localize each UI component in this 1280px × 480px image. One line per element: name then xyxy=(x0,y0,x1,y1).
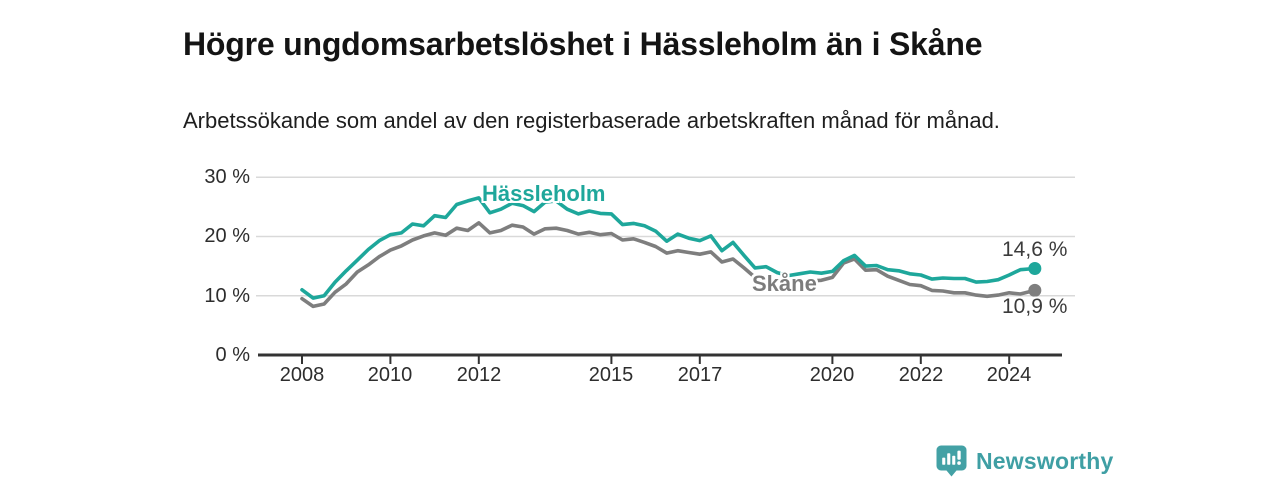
line-hssleholm xyxy=(300,196,1037,300)
chart-subtitle: Arbetssökande som andel av den registerb… xyxy=(183,108,1000,133)
page-title: Högre ungdomsarbetslöshet i Hässleholm ä… xyxy=(183,26,983,63)
bar-chart-speech-bubble-icon xyxy=(936,445,967,477)
logo-wordmark: Newsworthy xyxy=(976,447,1114,474)
newsworthy-logo: Newsworthy xyxy=(936,445,1113,477)
x-tick-label-2008: 2008 xyxy=(279,364,325,386)
y-tick-label-10: 10 % xyxy=(204,285,250,307)
x-tick-label-2012: 2012 xyxy=(456,364,502,386)
end-dot-hssleholm xyxy=(1028,261,1042,275)
x-tick-label-2017: 2017 xyxy=(677,364,723,386)
line-skne xyxy=(300,221,1037,309)
x-tick-label-2022: 2022 xyxy=(898,364,944,386)
end-value-label-skane: 10,9 % xyxy=(1002,295,1068,318)
end-value-label-hassleholm: 14,6 % xyxy=(1002,238,1068,261)
x-tick-label-2015: 2015 xyxy=(588,364,634,386)
series-label-hassleholm: Hässleholm xyxy=(482,181,606,206)
x-tick-label-2024: 2024 xyxy=(986,364,1032,386)
series-label-skane: Skåne xyxy=(752,271,817,296)
y-tick-label-30: 30 % xyxy=(204,166,250,188)
y-tick-label-20: 20 % xyxy=(204,225,250,247)
x-tick-label-2010: 2010 xyxy=(367,364,413,386)
x-tick-label-2020: 2020 xyxy=(809,364,855,386)
y-tick-label-0: 0 % xyxy=(215,344,250,366)
